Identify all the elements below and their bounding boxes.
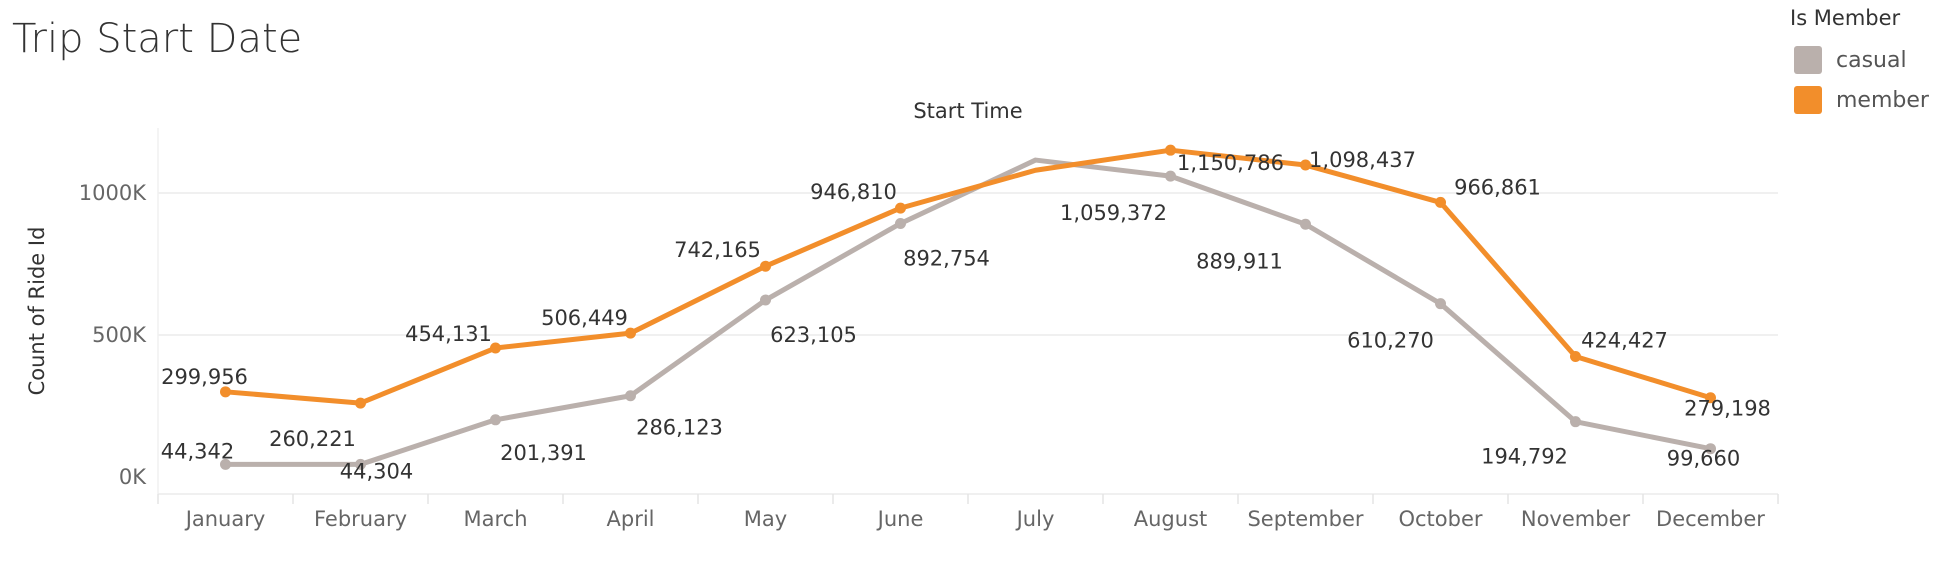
data-label-casual: 44,342 (161, 439, 234, 463)
x-tick-label: January (184, 507, 266, 531)
data-label-member: 966,861 (1454, 175, 1541, 199)
chart-subtitle: Start Time (913, 99, 1022, 123)
x-tick-label: June (876, 507, 924, 531)
series-line-casual (223, 157, 1713, 467)
data-label-member: 506,449 (541, 306, 628, 330)
data-label-member: 1,098,437 (1309, 148, 1416, 172)
legend-title: Is Member (1790, 6, 1901, 30)
data-point-casual (220, 458, 231, 470)
x-tick-label: August (1134, 507, 1208, 531)
data-point-member (1570, 350, 1581, 362)
data-point-member (1300, 159, 1311, 171)
data-point-casual (1570, 416, 1581, 428)
data-point-member (220, 386, 231, 398)
data-label-member: 260,221 (269, 427, 356, 451)
y-tick-label: 500K (92, 323, 147, 347)
legend-swatch-casual (1794, 46, 1822, 74)
data-point-member (760, 260, 771, 272)
data-point-casual (760, 294, 771, 306)
data-label-member: 1,150,786 (1177, 151, 1284, 175)
x-tick-label: March (463, 507, 527, 531)
x-tick-label: October (1398, 507, 1482, 531)
data-point-member (490, 342, 501, 354)
data-point-casual (895, 217, 906, 229)
legend-item-member[interactable]: member (1790, 80, 1929, 120)
x-tick-label: February (314, 507, 407, 531)
data-label-casual: 194,792 (1481, 445, 1568, 469)
data-point-member (355, 397, 366, 409)
data-label-casual: 889,911 (1196, 249, 1283, 273)
data-label-casual: 44,304 (340, 459, 413, 483)
legend-label-member: member (1836, 87, 1929, 113)
data-point-casual (625, 390, 636, 402)
data-label-member: 424,427 (1581, 328, 1668, 352)
data-point-casual (1300, 218, 1311, 230)
data-point-casual (490, 414, 501, 426)
y-tick-label: 1000K (79, 181, 147, 205)
data-point-member (895, 202, 906, 214)
series-line-member (223, 147, 1713, 406)
data-point-casual (355, 458, 366, 470)
data-label-casual: 201,391 (500, 441, 587, 465)
data-label-member: 946,810 (810, 180, 897, 204)
chart-title: Trip Start Date (12, 16, 303, 62)
x-tick-label: December (1656, 507, 1765, 531)
data-label-casual: 623,105 (770, 323, 857, 347)
y-axis-label: Count of Ride Id (25, 227, 49, 396)
data-label-member: 454,131 (405, 322, 492, 346)
data-point-casual (1705, 443, 1716, 455)
data-label-member: 299,956 (161, 365, 248, 389)
legend-swatch-member (1794, 86, 1822, 114)
x-tick-label: November (1521, 507, 1631, 531)
data-point-casual (1165, 170, 1176, 182)
legend: Is Member casual member (1790, 6, 1929, 120)
data-label-casual: 99,660 (1667, 447, 1740, 471)
y-tick-label: 0K (119, 465, 147, 489)
data-label-member: 742,165 (674, 238, 761, 262)
data-label-casual: 892,754 (903, 246, 990, 270)
data-point-member (1705, 392, 1716, 404)
data-label-member: 279,198 (1684, 397, 1771, 421)
data-point-member (1435, 196, 1446, 208)
legend-item-casual[interactable]: casual (1790, 40, 1929, 80)
data-point-member (1165, 144, 1176, 156)
x-tick-label: September (1247, 507, 1363, 531)
data-point-casual (1435, 298, 1446, 310)
data-point-member (625, 327, 636, 339)
data-label-casual: 286,123 (636, 416, 723, 440)
legend-label-casual: casual (1836, 47, 1907, 73)
x-tick-label: May (744, 507, 787, 531)
x-tick-label: July (1015, 507, 1055, 531)
x-tick-label: April (607, 507, 655, 531)
data-label-casual: 610,270 (1347, 329, 1434, 353)
data-label-casual: 1,059,372 (1060, 201, 1167, 225)
